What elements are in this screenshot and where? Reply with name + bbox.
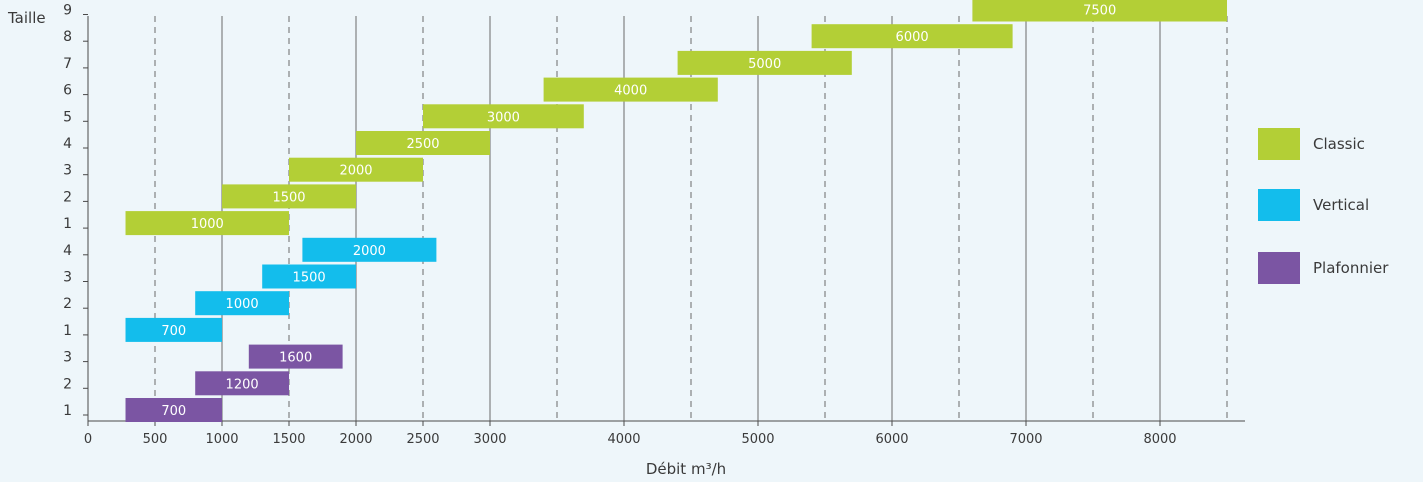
bar-label: 5000 xyxy=(748,57,781,72)
bar-classic-3 xyxy=(289,157,423,182)
y-tick-label: 7 xyxy=(63,56,72,72)
y-tick-label: 2 xyxy=(63,296,72,312)
x-tick-label: 2500 xyxy=(406,432,439,447)
bar-classic-6 xyxy=(543,77,718,102)
y-tick-label: 1 xyxy=(63,323,72,339)
bar-vertical-1 xyxy=(125,317,222,342)
bar-classic-8 xyxy=(811,24,1013,49)
bar-classic-5 xyxy=(423,104,584,129)
legend-item-vertical: Vertical xyxy=(1258,189,1369,221)
bar-label: 6000 xyxy=(896,30,929,45)
bar-classic-7 xyxy=(677,50,852,75)
bar-label: 1500 xyxy=(293,271,326,286)
y-tick-label: 2 xyxy=(63,376,72,392)
bar-classic-9 xyxy=(972,0,1227,22)
y-tick-label: 4 xyxy=(63,243,72,259)
x-tick-label: 500 xyxy=(143,432,168,447)
y-tick-label: 1 xyxy=(63,403,72,419)
legend-label-vertical: Vertical xyxy=(1313,196,1370,214)
bar-label: 1600 xyxy=(279,351,312,366)
x-axis-title: Débit m³/h xyxy=(646,460,726,478)
legend-swatch-vertical xyxy=(1258,189,1300,221)
x-tick-label: 4000 xyxy=(607,432,640,447)
bar-label: 2000 xyxy=(353,244,386,259)
x-tick-label: 2000 xyxy=(339,432,372,447)
y-tick-label: 1 xyxy=(63,216,72,232)
bar-label: 1000 xyxy=(191,217,224,232)
bar-vertical-3 xyxy=(262,264,356,289)
bar-label: 4000 xyxy=(614,84,647,99)
y-tick-label: 8 xyxy=(63,29,72,45)
x-tick-label: 1500 xyxy=(272,432,305,447)
y-tick-label: 6 xyxy=(63,83,72,99)
bar-classic-1 xyxy=(125,211,290,236)
y-tick-label: 9 xyxy=(63,3,72,19)
bar-label: 700 xyxy=(161,324,186,339)
x-tick-label: 7000 xyxy=(1009,432,1042,447)
x-tick-label: 5000 xyxy=(741,432,774,447)
bar-classic-4 xyxy=(356,131,490,155)
bar-vertical-4 xyxy=(302,237,437,262)
bar-plafonnier-1 xyxy=(125,398,222,422)
bar-label: 1000 xyxy=(226,297,259,312)
x-tick-label: 1000 xyxy=(205,432,238,447)
legend-swatch-plafonnier xyxy=(1258,252,1300,284)
bar-label: 2000 xyxy=(339,164,372,179)
bar-plafonnier-2 xyxy=(195,371,289,396)
y-tick-label: 4 xyxy=(63,136,72,152)
bar-vertical-2 xyxy=(195,291,289,316)
bar-label: 1200 xyxy=(226,377,259,392)
bar-label: 1500 xyxy=(272,190,305,205)
y-tick-label: 5 xyxy=(63,109,72,125)
legend-label-classic: Classic xyxy=(1313,135,1365,153)
legend-item-plafonnier: Plafonnier xyxy=(1258,252,1388,284)
bar-label: 3000 xyxy=(487,110,520,125)
y-axis-title: Taille xyxy=(7,9,46,27)
legend-swatch-classic xyxy=(1258,128,1300,160)
bar-label: 2500 xyxy=(406,137,439,152)
y-tick-label: 3 xyxy=(63,350,72,366)
x-tick-label: 0 xyxy=(84,432,92,447)
bar-classic-2 xyxy=(222,184,356,209)
y-tick-label: 3 xyxy=(63,163,72,179)
x-tick-label: 6000 xyxy=(875,432,908,447)
bar-plafonnier-3 xyxy=(248,344,343,369)
bar-label: 700 xyxy=(161,404,186,419)
x-tick-label: 3000 xyxy=(473,432,506,447)
y-tick-label: 3 xyxy=(63,270,72,286)
legend-label-plafonnier: Plafonnier xyxy=(1313,259,1389,277)
y-tick-label: 2 xyxy=(63,189,72,205)
legend-item-classic: Classic xyxy=(1258,128,1365,160)
x-tick-label: 8000 xyxy=(1143,432,1176,447)
bar-label: 7500 xyxy=(1083,4,1116,19)
